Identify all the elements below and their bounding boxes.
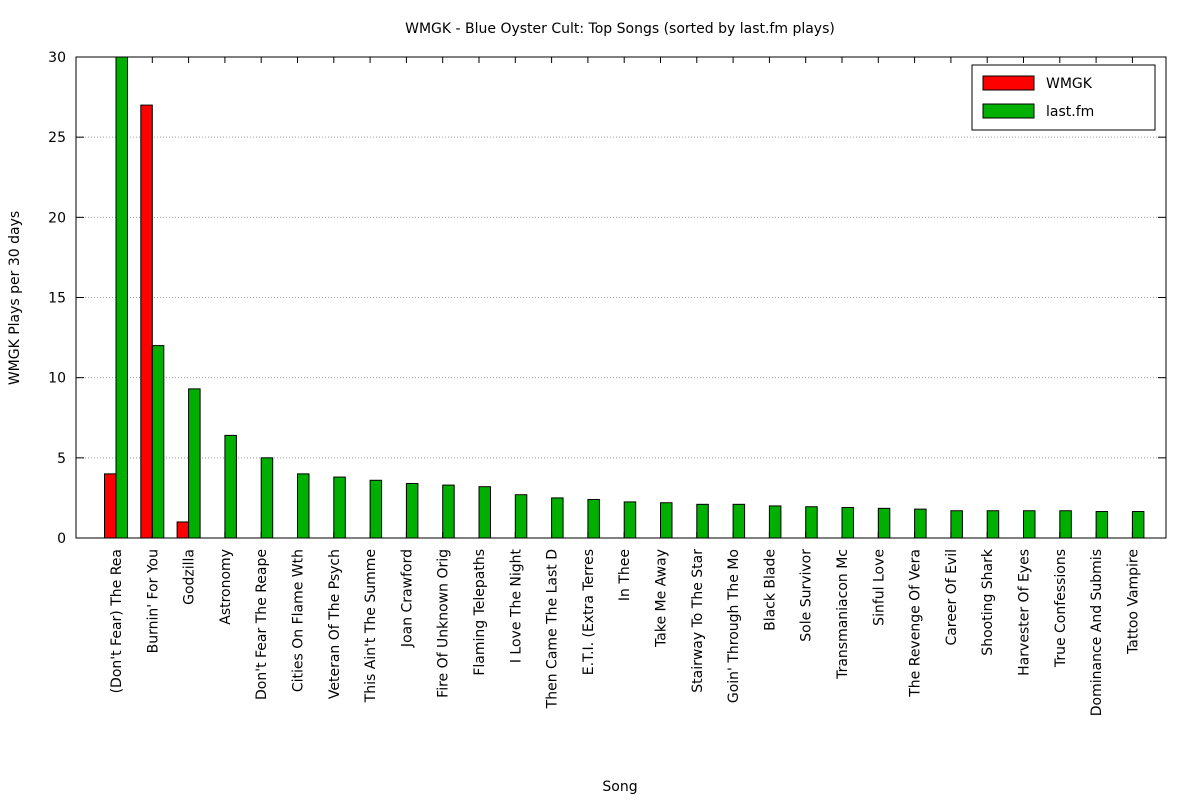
bar-last-fm <box>188 388 201 539</box>
bar-last-fm <box>405 482 419 539</box>
legend-label: WMGK <box>1046 76 1093 92</box>
x-tick-label: Joan Crawford <box>399 549 415 648</box>
bar-last-fm <box>551 497 564 539</box>
x-tick-label: This Ain't The Summe <box>363 549 379 703</box>
x-axis-label: Song <box>602 779 637 795</box>
bar-last-fm <box>805 506 818 539</box>
bar-last-fm <box>732 503 746 539</box>
bar-last-fm <box>768 505 782 539</box>
bar-last-fm <box>587 499 600 539</box>
bar-last-fm <box>333 476 346 539</box>
bar-last-fm <box>151 345 165 539</box>
bar-last-fm <box>1095 511 1109 539</box>
x-tick-label: Fire Of Unknown Orig <box>436 549 452 698</box>
y-tick-label: 15 <box>48 291 66 307</box>
bar-last-fm <box>260 457 274 539</box>
x-tick-label: Harvester Of Eyes <box>1017 549 1033 676</box>
bar-last-fm <box>623 501 637 539</box>
x-tick-label: True Confessions <box>1053 549 1069 668</box>
bar-last-fm <box>696 503 709 539</box>
bar-last-fm <box>1023 510 1036 539</box>
bar-last-fm <box>514 494 528 539</box>
bar-last-fm <box>660 502 673 539</box>
x-tick-label: Transmaniacon Mc <box>835 549 851 680</box>
x-tick-label: Astronomy <box>218 549 234 625</box>
x-tick-label: Veteran Of The Psych <box>327 549 343 699</box>
bar-last-fm <box>841 507 854 539</box>
bar-last-fm <box>914 508 927 539</box>
x-tick-label: In Thee <box>617 549 633 601</box>
x-tick-label: Burnin' For You <box>145 549 161 653</box>
bars <box>104 56 1145 539</box>
axes: (Don't Fear) The Rea Burnin' For You Godzi… <box>48 50 1167 716</box>
bar-wmgk <box>140 104 153 539</box>
x-tick-label: Then Came The Last D <box>545 549 561 709</box>
x-tick-label: E.T.I. (Extra Terres <box>581 549 597 675</box>
x-tick-label: Flaming Telepaths <box>472 549 488 676</box>
bar-last-fm <box>442 484 455 539</box>
legend-box <box>971 64 1156 131</box>
legend-swatch <box>982 103 1035 119</box>
bar-wmgk <box>176 521 190 539</box>
x-tick-label: Don't Fear The Reape <box>254 549 270 700</box>
bar-last-fm <box>115 56 128 539</box>
x-tick-label: Tattoo Vampire <box>1125 549 1141 655</box>
chart-title: WMGK - Blue Oyster Cult: Top Songs (sort… <box>405 21 835 37</box>
bar-last-fm <box>950 510 963 539</box>
y-tick-label: 20 <box>48 210 66 226</box>
x-tick-label: Shooting Shark <box>980 548 996 656</box>
y-tick-label: 30 <box>48 50 66 66</box>
x-tick-label: Dominance And Submis <box>1089 549 1105 716</box>
x-tick-label: Godzilla <box>182 549 198 605</box>
x-tick-label: I Love The Night <box>508 548 524 663</box>
x-tick-label: Sole Survivor <box>799 549 815 642</box>
bar-last-fm <box>986 510 1000 539</box>
bar-last-fm <box>297 473 310 539</box>
bar-last-fm <box>224 434 237 539</box>
x-tick-label: Stairway To The Star <box>690 549 706 693</box>
x-tick-label: Black Blade <box>762 549 778 631</box>
x-tick-label: The Revenge Of Vera <box>908 549 924 698</box>
bar-last-fm <box>478 486 491 539</box>
x-tick-label: Sinful Love <box>871 549 887 626</box>
legend-swatch <box>982 75 1035 91</box>
grid-lines <box>76 136 1166 459</box>
y-tick-label: 25 <box>48 130 66 146</box>
legend-label: last.fm <box>1046 104 1094 120</box>
bar-last-fm <box>877 507 891 539</box>
bar-last-fm <box>369 479 383 539</box>
y-tick-label: 10 <box>48 371 66 387</box>
y-axis-label: WMGK Plays per 30 days <box>7 211 23 385</box>
y-tick-label: 0 <box>57 531 66 547</box>
bar-wmgk <box>104 473 117 539</box>
x-tick-label: Career Of Evil <box>944 549 960 646</box>
bar-last-fm <box>1131 511 1145 539</box>
y-tick-label: 5 <box>57 451 66 467</box>
x-tick-label: (Don't Fear) The Rea <box>109 549 125 693</box>
x-tick-label: Cities On Flame Wth <box>291 549 307 692</box>
x-tick-label: Take Me Away <box>654 549 670 648</box>
x-tick-label: Goin' Through The Mo <box>726 549 742 703</box>
bar-last-fm <box>1059 510 1072 539</box>
legend: WMGK last.fm <box>971 64 1156 131</box>
